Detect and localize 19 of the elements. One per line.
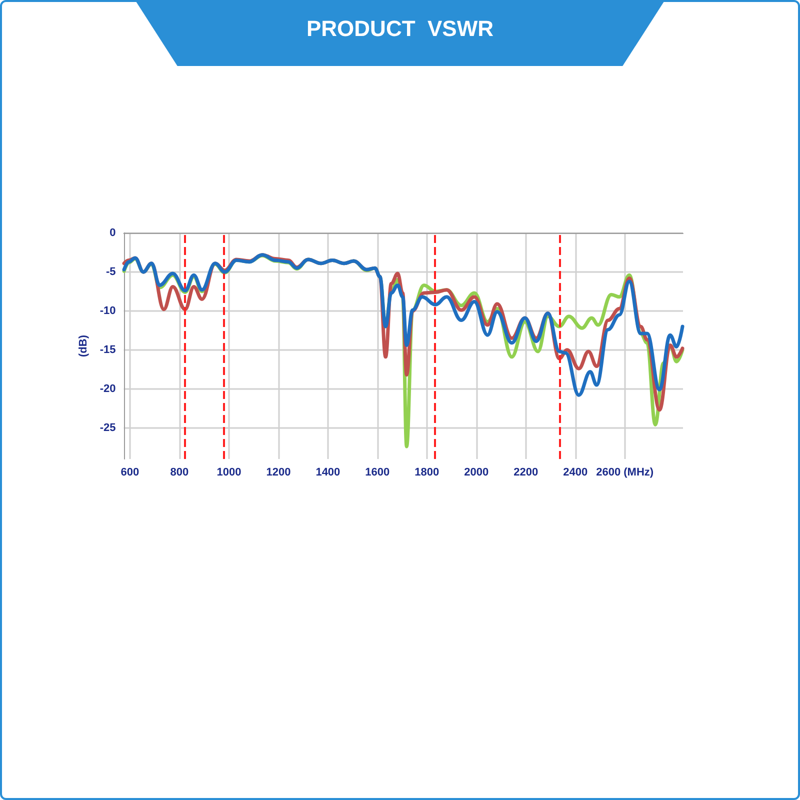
x-tick-label: 2200 (514, 466, 538, 478)
y-axis-title: (dB) (78, 334, 90, 357)
x-tick-label: 1800 (414, 466, 440, 478)
x-tick-label: 800 (170, 466, 189, 478)
x-tick-label: 1600 (365, 466, 390, 478)
y-tick-label: -5 (106, 266, 116, 278)
y-tick-label: -25 (100, 422, 116, 434)
x-tick-label: 2600 (MHz) (596, 466, 654, 478)
chart-title: PRODUCT VSWR (306, 16, 494, 42)
y-tick-label: -20 (100, 382, 116, 395)
x-tick-label: 1400 (316, 466, 340, 478)
x-tick-label: 600 (120, 466, 140, 478)
x-tick-label: 1200 (266, 466, 291, 478)
x-tick-label: 2000 (464, 466, 489, 478)
x-tick-label: 2400 (563, 466, 588, 478)
x-tick-label: 1000 (216, 466, 242, 478)
y-tick-label: 0 (110, 227, 116, 239)
y-tick-label: -10 (100, 304, 116, 317)
y-tick-label: -15 (100, 344, 116, 356)
